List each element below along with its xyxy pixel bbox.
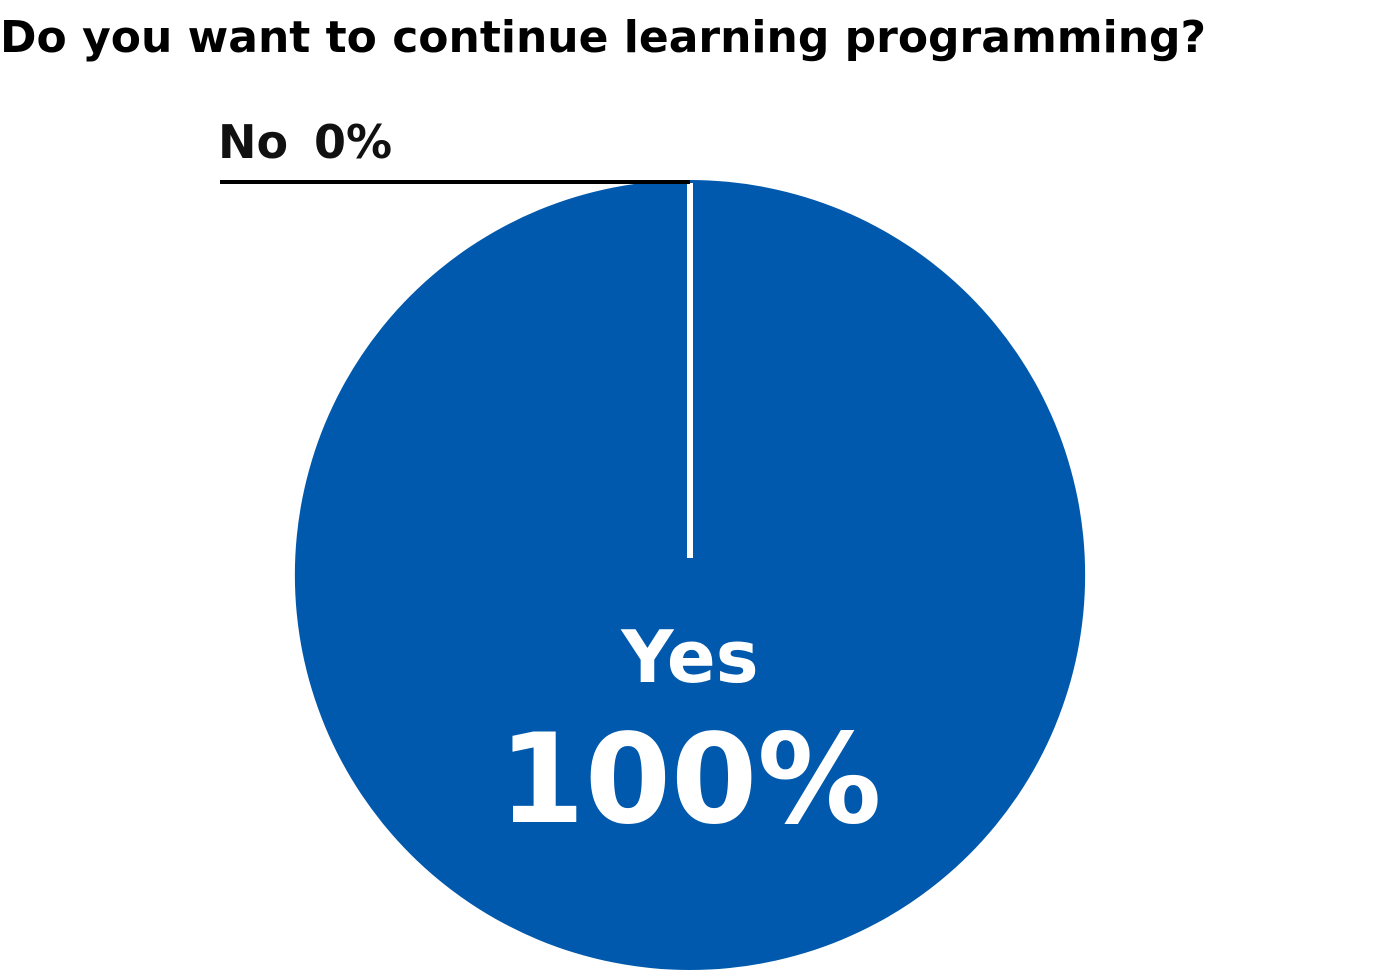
pie-slice xyxy=(294,179,1086,971)
slice-value-label: 100% xyxy=(498,708,881,852)
slice-value-label: 0% xyxy=(314,115,392,169)
slice-label: No xyxy=(218,115,288,169)
slice-label: Yes xyxy=(620,615,758,699)
chart-title: Do you want to continue learning program… xyxy=(0,12,1206,63)
